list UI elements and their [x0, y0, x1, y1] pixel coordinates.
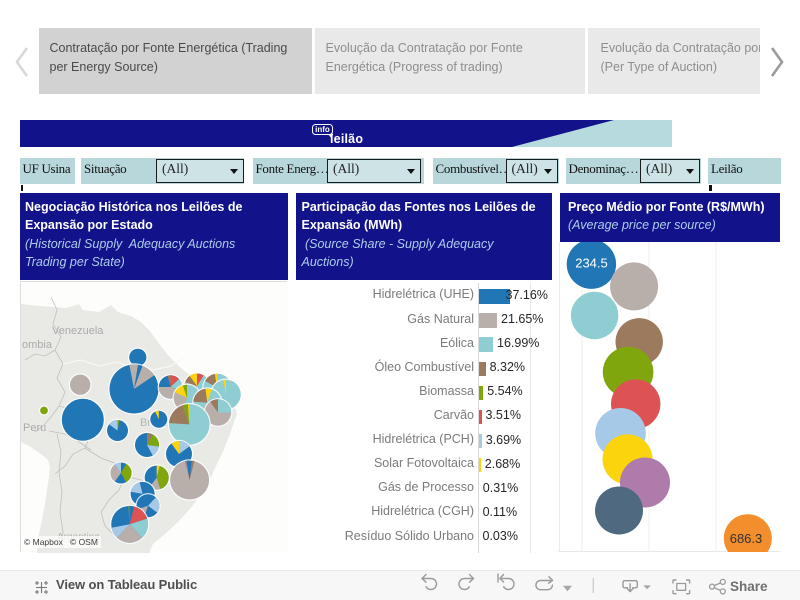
- svg-text:Peru: Peru: [23, 422, 46, 434]
- svg-text:234.5: 234.5: [575, 255, 608, 270]
- svg-text:Share: Share: [730, 579, 768, 594]
- svg-text:686.3: 686.3: [730, 531, 763, 546]
- svg-text:ombia: ombia: [22, 339, 53, 351]
- svg-text:Venezuela: Venezuela: [52, 325, 104, 337]
